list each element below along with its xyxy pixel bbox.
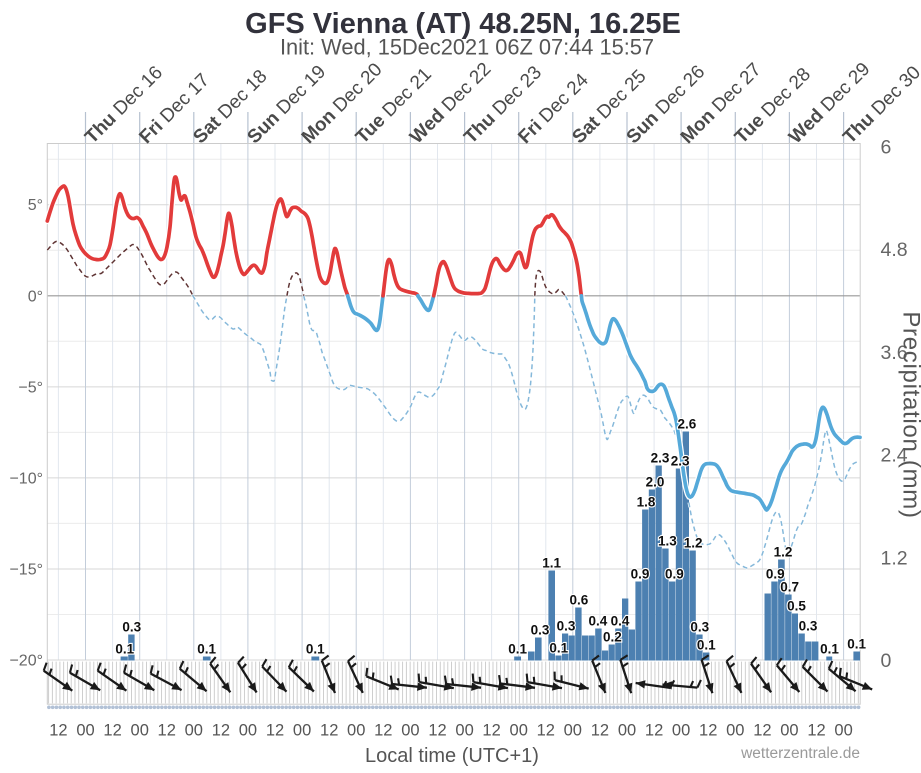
svg-text:0.1: 0.1 — [820, 641, 839, 656]
svg-text:00: 00 — [618, 722, 636, 740]
svg-text:12: 12 — [537, 722, 555, 740]
svg-text:12: 12 — [374, 722, 392, 740]
svg-text:12: 12 — [158, 722, 176, 740]
svg-text:Local time (UTC+1): Local time (UTC+1) — [365, 745, 539, 767]
svg-text:0.3: 0.3 — [690, 619, 709, 634]
svg-text:12: 12 — [212, 722, 230, 740]
svg-text:12: 12 — [49, 722, 67, 740]
svg-text:0.3: 0.3 — [557, 618, 576, 633]
svg-text:00: 00 — [347, 722, 365, 740]
svg-text:12: 12 — [753, 722, 771, 740]
svg-text:0.9: 0.9 — [665, 566, 684, 581]
svg-text:0: 0 — [881, 650, 892, 672]
svg-text:00: 00 — [780, 722, 798, 740]
svg-text:0.6: 0.6 — [570, 592, 589, 607]
svg-text:Precipitation (mm): Precipitation (mm) — [898, 311, 921, 518]
svg-text:12: 12 — [266, 722, 284, 740]
svg-text:0.1: 0.1 — [549, 640, 568, 655]
svg-text:0.3: 0.3 — [531, 622, 550, 637]
svg-text:12: 12 — [103, 722, 121, 740]
svg-text:0.4: 0.4 — [589, 613, 608, 628]
svg-text:0.5: 0.5 — [787, 598, 806, 613]
svg-text:1.2: 1.2 — [881, 547, 908, 569]
svg-text:0.4: 0.4 — [611, 613, 630, 628]
svg-text:6: 6 — [881, 137, 892, 159]
svg-text:1.2: 1.2 — [774, 544, 793, 559]
svg-text:0.2: 0.2 — [603, 629, 622, 644]
svg-text:0.1: 0.1 — [115, 641, 134, 656]
svg-text:00: 00 — [293, 722, 311, 740]
svg-text:2.0: 2.0 — [646, 474, 665, 489]
svg-text:0°: 0° — [28, 288, 43, 305]
svg-text:2.6: 2.6 — [678, 416, 697, 431]
svg-text:2.3: 2.3 — [671, 453, 690, 468]
svg-text:0.1: 0.1 — [306, 641, 325, 656]
svg-text:12: 12 — [807, 722, 825, 740]
svg-text:00: 00 — [76, 722, 94, 740]
svg-text:00: 00 — [672, 722, 690, 740]
svg-text:12: 12 — [320, 722, 338, 740]
svg-text:2.3: 2.3 — [651, 450, 670, 465]
svg-text:0.1: 0.1 — [197, 641, 216, 656]
svg-text:0.1: 0.1 — [847, 636, 866, 651]
svg-text:0.3: 0.3 — [122, 619, 141, 634]
svg-text:1.8: 1.8 — [637, 494, 656, 509]
svg-text:0.7: 0.7 — [780, 579, 799, 594]
svg-text:00: 00 — [455, 722, 473, 740]
svg-text:1.1: 1.1 — [542, 555, 561, 570]
svg-text:−20°: −20° — [9, 653, 43, 670]
svg-text:0.3: 0.3 — [799, 618, 818, 633]
svg-text:00: 00 — [726, 722, 744, 740]
svg-text:−15°: −15° — [9, 562, 43, 579]
svg-text:12: 12 — [699, 722, 717, 740]
svg-text:12: 12 — [428, 722, 446, 740]
svg-text:00: 00 — [401, 722, 419, 740]
svg-text:Init: Wed, 15Dec2021 06Z 07:44: Init: Wed, 15Dec2021 06Z 07:44 15:57 — [280, 35, 654, 60]
svg-text:5°: 5° — [28, 197, 43, 214]
svg-text:12: 12 — [482, 722, 500, 740]
svg-text:00: 00 — [239, 722, 257, 740]
svg-text:0.9: 0.9 — [631, 566, 650, 581]
svg-text:12: 12 — [645, 722, 663, 740]
svg-text:1.2: 1.2 — [684, 535, 703, 550]
svg-text:wetterzentrale.de: wetterzentrale.de — [740, 745, 860, 762]
svg-text:00: 00 — [131, 722, 149, 740]
svg-text:4.8: 4.8 — [881, 239, 908, 261]
svg-text:00: 00 — [510, 722, 528, 740]
svg-text:00: 00 — [834, 722, 852, 740]
svg-text:−5°: −5° — [18, 379, 43, 396]
svg-text:00: 00 — [564, 722, 582, 740]
svg-text:0.1: 0.1 — [697, 637, 716, 652]
svg-text:0.1: 0.1 — [508, 641, 527, 656]
svg-text:00: 00 — [185, 722, 203, 740]
svg-text:12: 12 — [591, 722, 609, 740]
svg-text:−10°: −10° — [9, 470, 43, 487]
svg-text:1.3: 1.3 — [658, 533, 677, 548]
